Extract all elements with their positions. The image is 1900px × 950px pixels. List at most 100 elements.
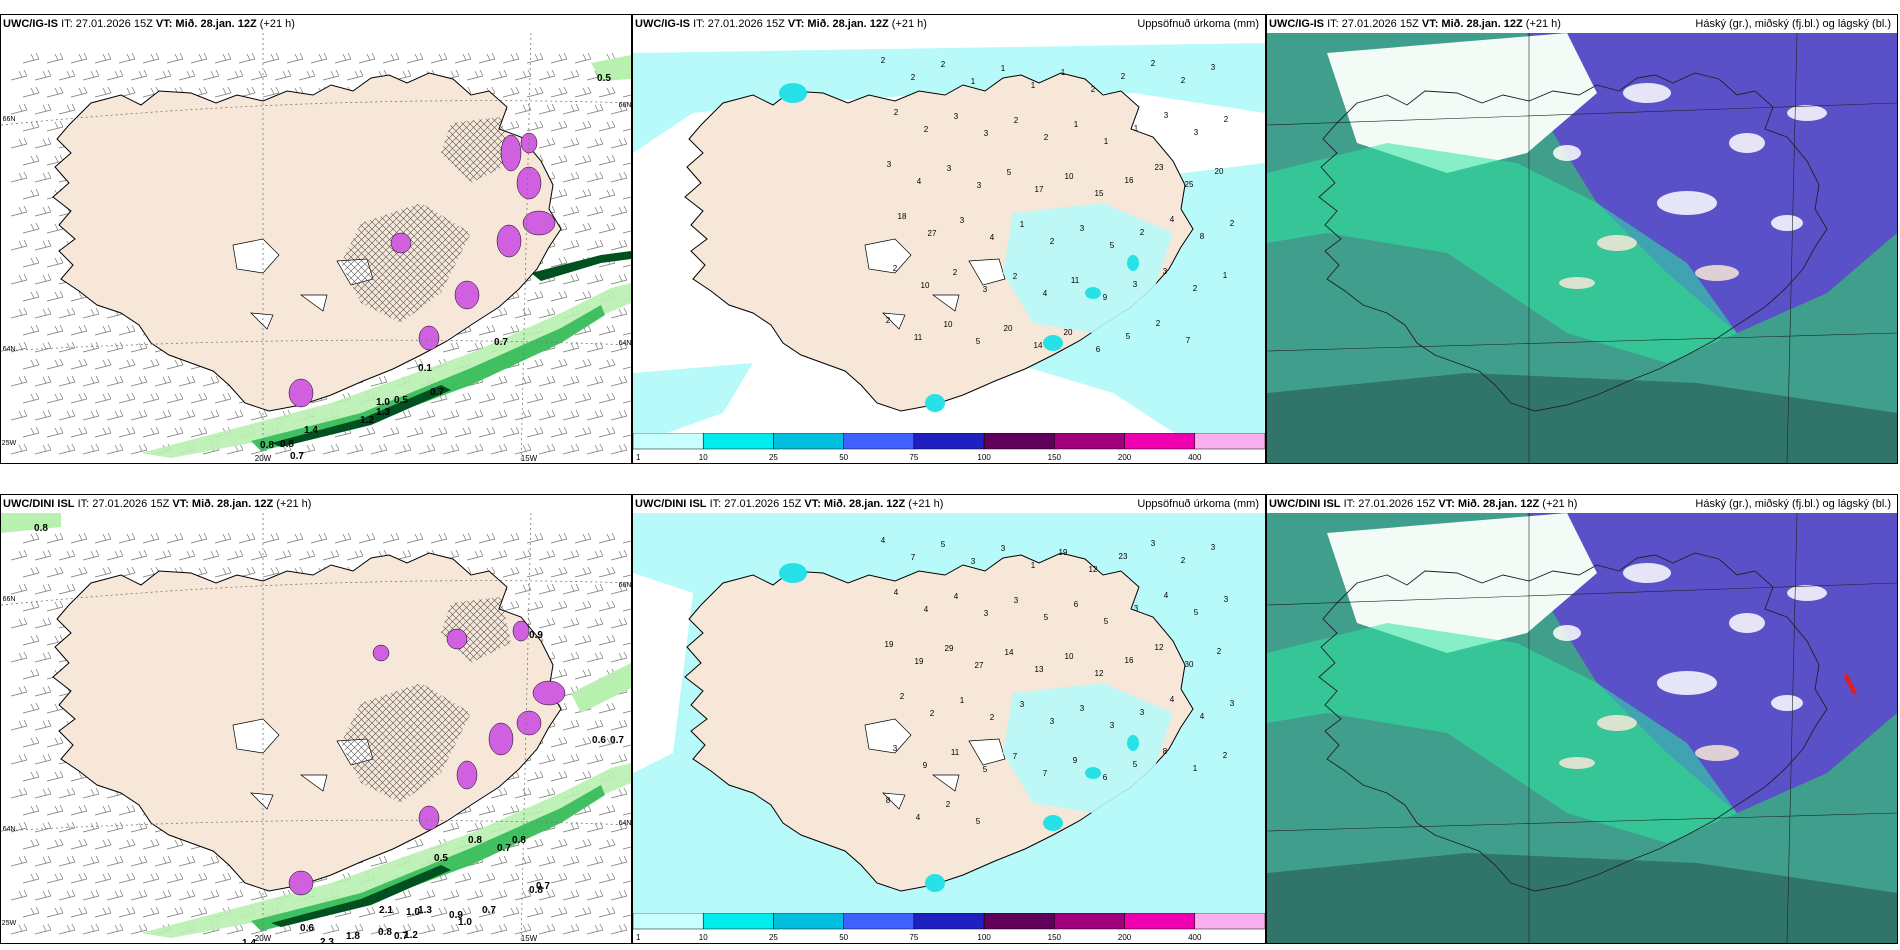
wind-barb [622,738,631,748]
snow-amount-label: 0.5 [434,853,448,864]
wind-barb [550,906,568,918]
model-name: UWC/IG-IS [635,18,690,30]
wind-barb [622,908,631,918]
wind-barb [358,52,376,64]
magenta-patch [496,224,522,258]
wind-barb [22,770,40,782]
precip-amount-label: 2 [1121,72,1126,81]
wind-barb [22,324,40,336]
lon-label-20w: 20W [255,454,272,463]
wind-barb [178,855,196,867]
wind-barb [118,52,136,64]
cloud-map [1267,33,1897,463]
precip-amount-label: 2 [1193,284,1198,293]
wind-barb [562,409,580,421]
wind-barb [466,821,484,833]
wind-barb [514,443,532,455]
wind-barb [238,532,256,544]
wind-barb [382,906,400,918]
wind-barb [106,341,124,353]
precip-amount-label: 5 [976,337,981,346]
iceland-land [52,72,562,412]
wind-barb [346,923,364,935]
wind-barb [586,171,604,183]
wind-barb [574,426,592,438]
colorbar-swatch [773,913,844,930]
snow-band-light [1,513,61,533]
cloud-map [1267,513,1897,943]
issue-time: IT: 27.01.2026 15Z [1327,18,1419,30]
wind-barb [226,443,244,455]
precip-amount-label: 4 [917,177,922,186]
wind-barb [22,290,40,302]
wind-barb [10,69,28,81]
cloud-white-patch [1657,671,1717,695]
snow-amount-label: 0.9 [449,910,463,921]
wind-barb [58,549,76,561]
wind-barb [34,855,52,867]
cloud-white-patch [1787,105,1827,121]
precip-amount-label: 6 [1096,345,1101,354]
wind-barb [10,821,28,833]
precip-amount-label: 10 [1065,652,1074,661]
precip-amount-label: 16 [1125,176,1134,185]
wind-barb [478,426,496,438]
wind-barb [154,855,172,867]
wind-barb [610,239,628,251]
wind-barb [574,906,592,918]
colorbar-tick-label: 150 [1048,453,1062,462]
precip-amount-label: 3 [960,216,965,225]
wind-barb [550,154,568,166]
wind-barb [142,392,160,404]
wind-barb [34,341,52,353]
wind-barb [130,69,148,81]
precip-amount-label: 30 [1185,660,1194,669]
wind-barb [550,52,568,64]
snow-band-light [141,283,631,458]
wind-barb [430,906,448,918]
wind-barb [190,906,208,918]
precip-area-none [633,573,693,773]
precip-mid-patch [1043,815,1063,831]
wind-barb [46,120,64,132]
wind-barb [514,923,532,935]
wind-barb [454,52,472,64]
precip-amount-label: 13 [1035,665,1044,674]
wind-barb [622,806,631,816]
wind-barb [286,532,304,544]
lat-label-64n: 64N [619,820,631,827]
wind-barb [34,583,52,595]
wind-barb [514,787,532,799]
wind-barb [622,224,631,234]
wind-barb [598,324,616,336]
precip-amount-label: 3 [1020,700,1025,709]
wind-barb [10,685,28,697]
precip-amount-label: 2 [1230,219,1235,228]
wind-barb [10,375,28,387]
wind-barb [166,426,184,438]
wind-barb [46,358,64,370]
wind-barb [478,804,496,816]
cloud-clear-patch [1695,745,1739,761]
wind-barb [514,583,532,595]
wind-barb [526,770,544,782]
precip-amount-label: 29 [945,644,954,653]
wind-barb [586,821,604,833]
colorbar-swatch [1054,433,1125,450]
lat-label-66n: 66N [3,596,16,603]
precip-amount-label: 2 [1181,76,1186,85]
wind-barb [490,855,508,867]
wind-barb [586,651,604,663]
wind-barb [526,872,544,884]
wind-barb [574,222,592,234]
wind-barb [70,86,88,98]
wind-barb [10,889,28,901]
wind-barb [106,375,124,387]
precip-amount-label: 5 [1044,613,1049,622]
precip-amount-label: 5 [1133,760,1138,769]
graticule-line [1,580,631,606]
precip-mid-patches [779,563,1139,892]
wind-barb [130,375,148,387]
precip-amount-label: 3 [1194,128,1199,137]
lat-label-64n: 64N [3,826,16,833]
